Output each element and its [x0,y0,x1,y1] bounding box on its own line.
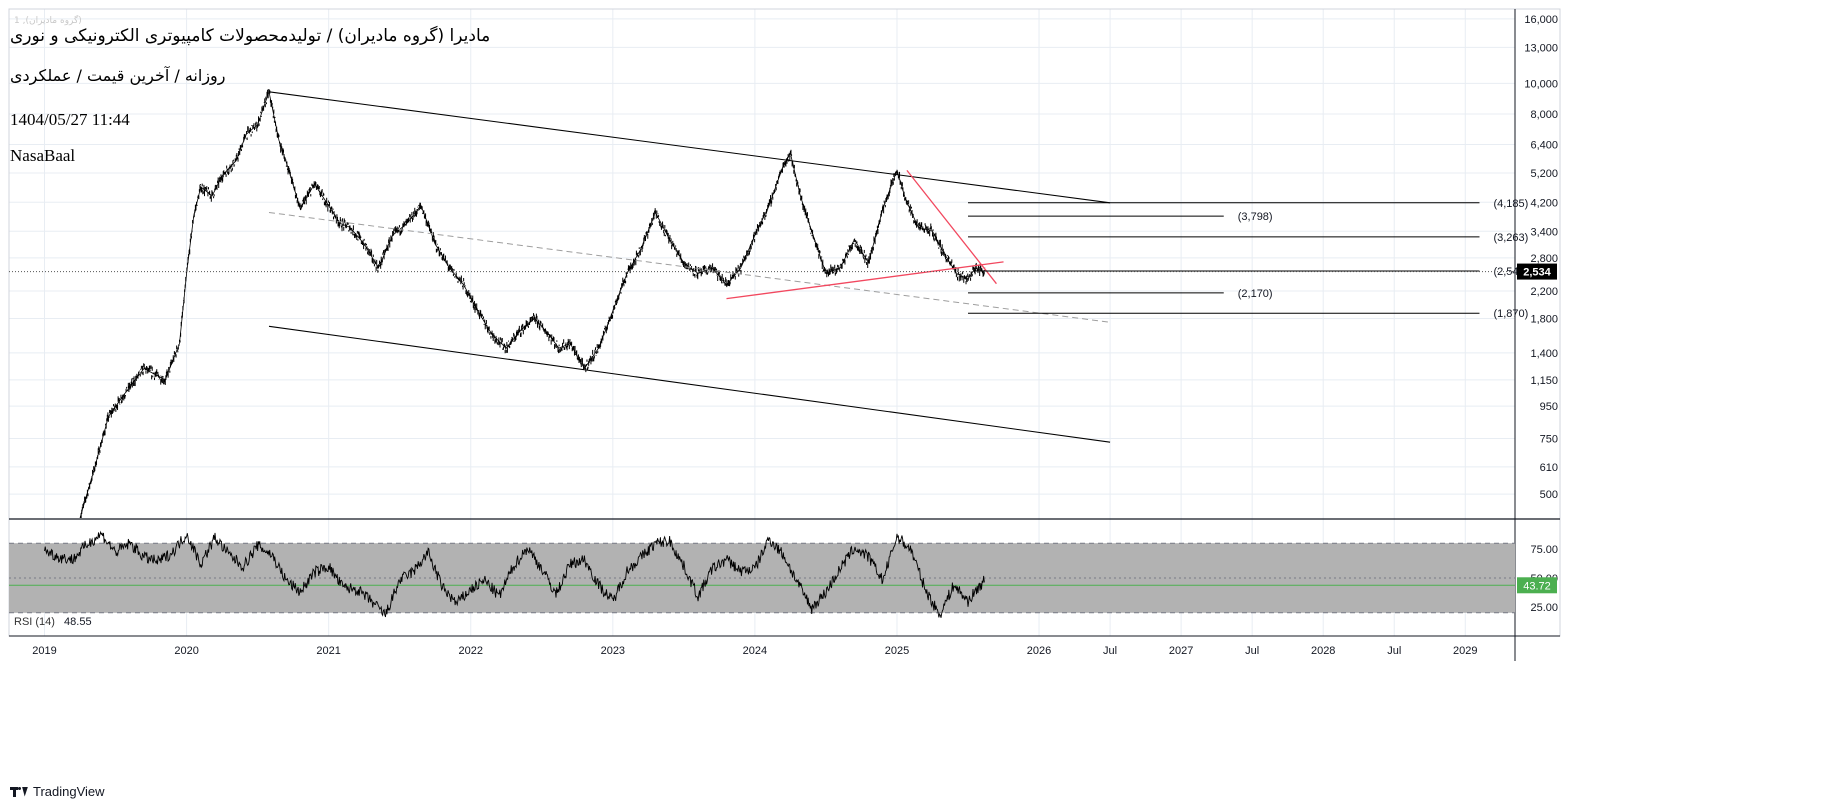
chart-frame [8,8,1561,637]
y-tick-label: 6,400 [1530,140,1558,152]
price-bars [80,89,986,518]
level-label-3798: (3,798) [1238,211,1273,223]
rsi-line [44,530,985,618]
author-name: NasaBaal [10,146,76,165]
y-tick-label: 4,200 [1530,197,1558,209]
y-tick-label: 10,000 [1524,78,1558,90]
price-line [79,90,986,518]
rsi-name: RSI (14) [14,616,55,628]
y-tick-label: 2,800 [1530,253,1558,265]
channel-mid-dashed-line [268,211,1111,323]
y-tick-label: 500 [1540,489,1558,501]
x-tick-label: 2025 [885,645,909,657]
level-label-1870: (1,870) [1493,308,1528,320]
x-tick-label: Jul [1387,645,1401,657]
rsi-tick-label: 75.00 [1530,544,1558,556]
x-tick-label: Jul [1245,645,1259,657]
x-tick-label: 2026 [1027,645,1051,657]
rsi-value-label: 43.72 [1523,580,1551,592]
x-tick-label: 2021 [316,645,340,657]
x-tick-label: 2029 [1453,645,1477,657]
level-label-3263: (3,263) [1493,232,1528,244]
x-tick-label: 2023 [601,645,625,657]
y-tick-label: 1,800 [1530,313,1558,325]
timestamp: 1404/05/27 11:44 [10,110,130,129]
y-tick-label: 1,400 [1530,348,1558,360]
grid-lines [9,9,1515,636]
y-tick-label: 16,000 [1524,14,1558,26]
rsi-value-tag [1517,577,1557,594]
y-tick-label: 1,150 [1530,375,1558,387]
rsi-tick-label: 25.00 [1530,602,1558,614]
level-label-2170: (2,170) [1238,288,1273,300]
red-resistance-line [906,170,997,285]
x-tick-label: 2020 [174,645,198,657]
symbol-faint-label: 1 ,(گروه مادیران) [14,16,82,26]
rsi-legend[interactable]: RSI (14) 48.55 [14,616,92,628]
x-tick-label: 2022 [459,645,483,657]
tradingview-logo[interactable]: TradingView [10,784,105,799]
chart-subtitle: روزانه / آخرین قیمت / عملکردی [10,66,226,85]
channel-lower-line [268,325,1111,443]
last-price-tag [1517,263,1557,280]
x-tick-label: Jul [1103,645,1117,657]
rsi-current-value: 48.55 [64,616,92,628]
y-tick-label: 13,000 [1524,42,1558,54]
level-label-4185: (4,185) [1493,198,1528,210]
symbol-title: مادیرا (گروه مادیران) / تولیدمحصولات کام… [10,26,491,46]
y-tick-label: 610 [1540,462,1558,474]
y-tick-label: 2,200 [1530,286,1558,298]
tradingview-logo-icon [10,786,28,797]
channel-upper-line [268,91,1111,204]
x-tick-label: 2024 [743,645,767,657]
y-tick-label: 8,000 [1530,109,1558,121]
y-tick-label: 5,200 [1530,168,1558,180]
x-tick-label: 2027 [1169,645,1193,657]
x-tick-label: 2028 [1311,645,1335,657]
y-tick-label: 950 [1540,401,1558,413]
last-price-label: 2,534 [1523,267,1551,279]
red-support-line [726,261,1004,300]
y-tick-label: 750 [1540,434,1558,446]
y-tick-label: 3,400 [1530,226,1558,238]
x-tick-label: 2019 [32,645,56,657]
rsi-series [44,530,985,618]
tradingview-logo-text: TradingView [33,784,105,799]
